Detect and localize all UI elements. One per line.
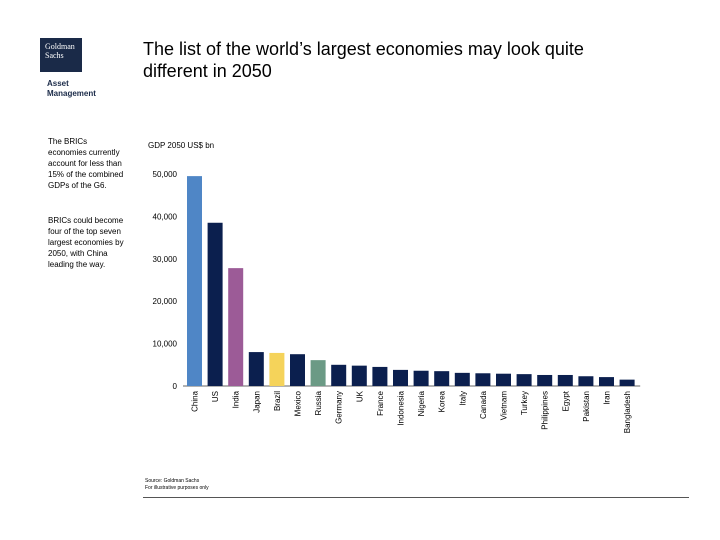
logo-text: Goldman Sachs	[45, 42, 75, 60]
bar-uk	[351, 365, 367, 386]
x-tick-label: US	[211, 391, 220, 402]
x-tick-label: India	[232, 390, 241, 408]
x-tick-label: Iran	[603, 391, 612, 405]
bar-mexico	[290, 354, 305, 386]
bar-pakistan	[578, 376, 594, 386]
x-tick-label: Bangladesh	[623, 391, 632, 433]
x-tick-label: Brazil	[273, 391, 282, 411]
bar-vietnam	[496, 373, 511, 386]
bar-nigeria	[413, 370, 429, 386]
bar-germany	[331, 364, 347, 386]
footer-divider	[143, 497, 689, 498]
y-tick-label: 30,000	[153, 255, 178, 264]
x-tick-label: Canada	[479, 390, 488, 419]
x-tick-label: Egypt	[561, 390, 570, 411]
x-tick-label: Turkey	[520, 391, 529, 415]
y-tick-label: 10,000	[153, 340, 178, 349]
y-tick-label: 0	[173, 382, 178, 391]
bar-china	[187, 176, 202, 386]
y-tick-label: 40,000	[153, 212, 178, 221]
bar-canada	[475, 373, 491, 386]
bar-turkey	[516, 374, 532, 386]
source-line1: Source: Goldman Sachs	[145, 478, 200, 484]
x-tick-label: UK	[355, 390, 364, 402]
goldman-sachs-logo: Goldman Sachs	[40, 38, 82, 72]
bar-japan	[248, 352, 264, 386]
bar-korea	[434, 371, 450, 386]
x-tick-label: Japan	[252, 391, 261, 413]
x-tick-label: Mexico	[294, 390, 303, 416]
side-note-bric-share: The BRICs economies currently account fo…	[48, 137, 124, 190]
bar-indonesia	[393, 369, 408, 386]
y-tick-label: 50,000	[153, 170, 178, 179]
page-title-line1: The list of the world’s largest economie…	[143, 39, 584, 59]
page-title-line2: different in 2050	[143, 61, 272, 81]
bar-egypt	[557, 374, 573, 386]
bar-philippines	[537, 374, 553, 386]
y-axis-unit-label: GDP 2050 US$ bn	[148, 141, 215, 150]
bar-russia	[310, 360, 326, 386]
bar-brazil	[269, 352, 285, 386]
x-tick-label: Vietnam	[500, 391, 509, 421]
logo-subtitle: Asset Management	[47, 79, 96, 99]
x-tick-label: China	[191, 390, 200, 411]
logo-subtitle-line1: Asset	[47, 79, 69, 88]
bar-us	[207, 222, 223, 386]
bar-iran	[599, 377, 614, 386]
side-note-bric-ranking: BRICs could become four of the top seven…	[48, 216, 124, 269]
x-tick-label: Pakistan	[582, 391, 591, 422]
x-tick-label: France	[376, 390, 385, 415]
x-tick-label: Indonesia	[397, 390, 406, 425]
x-tick-label: Italy	[458, 391, 467, 406]
source-note: Source: Goldman Sachs For illustrative p…	[145, 478, 209, 492]
x-tick-label: Nigeria	[417, 390, 426, 416]
bar-india	[228, 268, 244, 386]
x-tick-label: Philippines	[541, 391, 550, 430]
y-tick-label: 20,000	[153, 297, 178, 306]
page-title: The list of the world’s largest economie…	[143, 38, 703, 82]
x-tick-label: Russia	[314, 390, 323, 415]
logo-subtitle-line2: Management	[47, 89, 96, 98]
bar-france	[372, 366, 388, 386]
bar-bangladesh	[619, 379, 635, 386]
source-line2: For illustrative purposes only	[145, 485, 209, 491]
x-tick-label: Korea	[438, 390, 447, 412]
bar-italy	[454, 372, 470, 386]
x-tick-label: Germany	[335, 391, 344, 424]
